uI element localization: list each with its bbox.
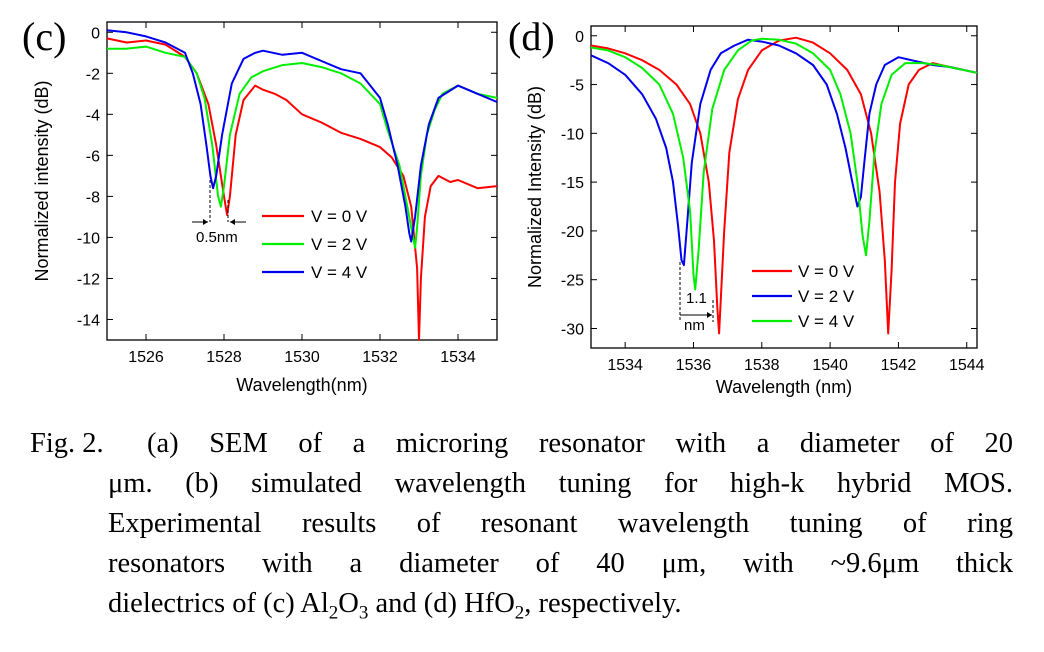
- y-tick-label-c-6: -12: [77, 271, 100, 288]
- legend-label-d-1: V = 2 V: [798, 287, 855, 306]
- panel-c-frame: [106, 21, 498, 341]
- panel-d-series: [590, 36, 978, 335]
- annot-c-text: 0.5nm: [196, 229, 238, 246]
- panel-d-y-axis-label: Normalized Intensity (dB): [525, 86, 545, 288]
- annot-d-text-unit: nm: [684, 317, 705, 334]
- panel-c-y-axis-label: Normalized intensity (dB): [32, 80, 52, 281]
- panel-d-frame: [590, 25, 978, 349]
- caption-sub-1: 2: [328, 602, 339, 624]
- legend-label-d-0: V = 0 V: [798, 262, 855, 281]
- y-tick-label-c-5: -10: [77, 230, 100, 247]
- caption-line-5-part-d: , respectively.: [524, 588, 682, 619]
- annot-c-arrowhead-right: [230, 219, 235, 225]
- panel-c-series: [106, 29, 498, 341]
- caption-line-5-part-b: O: [338, 588, 359, 619]
- y-tick-label-c-7: -14: [77, 312, 100, 329]
- x-tick-label-d-2: 1538: [744, 357, 780, 374]
- y-tick-label-d-1: -5: [570, 78, 584, 95]
- panel-c-label: (c): [22, 14, 66, 59]
- annot-d-arrowhead: [707, 312, 712, 318]
- legend-label-c-2: V = 4 V: [311, 263, 368, 282]
- series-line-c-1: [107, 45, 498, 249]
- caption-line-5: dielectrics of (c) Al2O3 and (d) HfO2, r…: [108, 584, 1013, 624]
- annot-c-arrowhead-left: [203, 219, 208, 225]
- caption-sub-3: 2: [514, 602, 525, 624]
- panel-d-y-ticks: 0 -5 -10 -15 -20 -25 -30: [561, 29, 977, 338]
- y-tick-label-c-2: -4: [86, 107, 100, 124]
- x-tick-label-d-1: 1536: [676, 357, 712, 374]
- panel-d-label: (d): [508, 14, 555, 59]
- y-tick-label-c-1: -2: [86, 66, 100, 83]
- x-tick-label-c-4: 1534: [440, 349, 476, 366]
- x-tick-label-d-5: 1544: [949, 357, 985, 374]
- panel-d-legend: V = 0 V V = 2 V V = 4 V: [752, 262, 855, 331]
- panel-d-x-axis-label: Wavelength (nm): [716, 377, 852, 397]
- figure-charts: (c) 1526 1528 1530 1532 1534 0 -2 -4 -6 -8 -10 -12…: [22, 14, 985, 397]
- x-tick-label-c-3: 1532: [362, 349, 398, 366]
- y-tick-label-d-5: -25: [561, 273, 584, 290]
- x-tick-label-c-2: 1530: [284, 349, 320, 366]
- panel-c-legend: V = 0 V V = 2 V V = 4 V: [262, 207, 368, 282]
- y-tick-label-d-2: -10: [561, 126, 584, 143]
- x-tick-label-d-4: 1542: [881, 357, 917, 374]
- panel-c-x-ticks: 1526 1528 1530 1532 1534: [128, 22, 476, 366]
- x-tick-label-d-3: 1540: [812, 357, 848, 374]
- caption-sub-2: 3: [358, 602, 369, 624]
- panel-c-x-axis-label: Wavelength(nm): [236, 375, 367, 395]
- legend-label-c-1: V = 2 V: [311, 235, 368, 254]
- caption-line-5-part-c: and (d) HfO: [368, 588, 515, 619]
- caption-figure-number: Fig. 2.: [30, 428, 104, 459]
- legend-label-d-2: V = 4 V: [798, 312, 855, 331]
- panel-d-x-ticks: 1534 1536 1538 1540 1542 1544: [607, 26, 985, 374]
- y-tick-label-c-4: -8: [86, 189, 100, 206]
- chart-panel-c: (c) 1526 1528 1530 1532 1534 0 -2 -4 -6 -8 -10 -12…: [22, 14, 498, 395]
- legend-label-c-0: V = 0 V: [311, 207, 368, 226]
- y-tick-label-d-3: -15: [561, 175, 584, 192]
- annot-d-text-value: 1.1: [686, 290, 707, 307]
- y-tick-label-d-4: -20: [561, 224, 584, 241]
- panel-c-annotation: 0.5nm: [192, 180, 246, 246]
- caption-line-4: resonators with a diameter of 40 μm, wit…: [108, 548, 1013, 579]
- caption-line-5-part-a: dielectrics of (c) Al: [108, 588, 329, 619]
- caption-line-2: μm. (b) simulated wavelength tuning for …: [108, 468, 1013, 499]
- y-tick-label-c-0: 0: [91, 25, 100, 42]
- x-tick-label-d-0: 1534: [607, 357, 643, 374]
- y-tick-label-c-3: -6: [86, 148, 100, 165]
- chart-panel-d: (d) 1534 1536 1538 1540 1542 1544 0 -5 -10 -15 -2…: [508, 14, 985, 397]
- panel-d-annotation: 1.1 nm: [679, 262, 714, 334]
- series-line-c-0: [106, 37, 498, 341]
- x-tick-label-c-0: 1526: [128, 349, 164, 366]
- y-tick-label-d-6: -30: [561, 321, 584, 338]
- series-line-c-2: [106, 29, 498, 243]
- x-tick-label-c-1: 1528: [206, 349, 242, 366]
- series-line-d-2: [590, 37, 978, 291]
- caption-line-1: (a) SEM of a microring resonator with a …: [147, 428, 1013, 459]
- y-tick-label-d-0: 0: [575, 29, 584, 46]
- caption-line-3: Experimental results of resonant wavelen…: [108, 508, 1013, 539]
- panel-c-y-ticks: 0 -2 -4 -6 -8 -10 -12 -14: [77, 25, 497, 329]
- series-line-d-1: [590, 38, 978, 267]
- series-line-d-0: [590, 36, 978, 335]
